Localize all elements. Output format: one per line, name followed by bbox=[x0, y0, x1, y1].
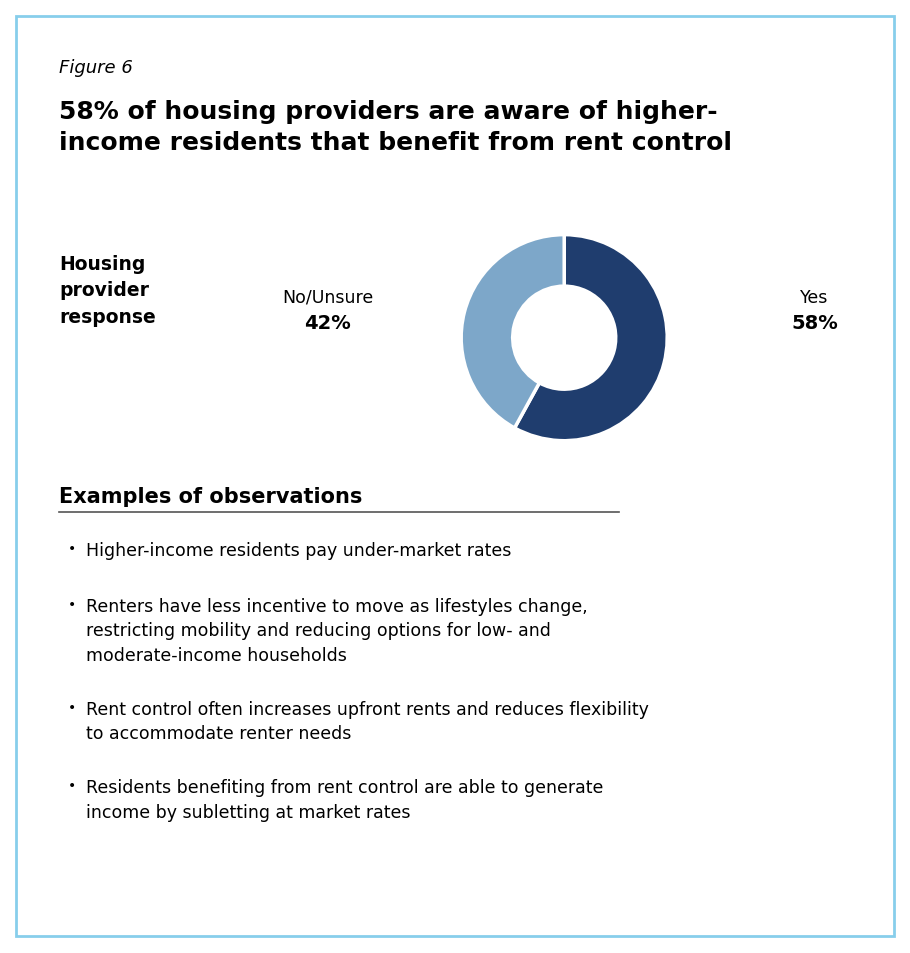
Text: Renters have less incentive to move as lifestyles change,
restricting mobility a: Renters have less incentive to move as l… bbox=[86, 598, 588, 664]
Wedge shape bbox=[461, 235, 564, 429]
Text: 42%: 42% bbox=[304, 314, 351, 333]
Text: •: • bbox=[68, 779, 76, 793]
Text: Higher-income residents pay under-market rates: Higher-income residents pay under-market… bbox=[86, 541, 511, 559]
Text: •: • bbox=[68, 598, 76, 612]
Text: •: • bbox=[68, 700, 76, 715]
Text: Yes: Yes bbox=[800, 289, 829, 306]
Text: Rent control often increases upfront rents and reduces flexibility
to accommodat: Rent control often increases upfront ren… bbox=[86, 700, 650, 742]
Text: Examples of observations: Examples of observations bbox=[59, 486, 362, 506]
Text: No/Unsure: No/Unsure bbox=[282, 289, 373, 306]
Text: •: • bbox=[68, 541, 76, 556]
Text: 58% of housing providers are aware of higher-
income residents that benefit from: 58% of housing providers are aware of hi… bbox=[59, 100, 733, 154]
Text: 58%: 58% bbox=[791, 314, 838, 333]
Text: Housing
provider
response: Housing provider response bbox=[59, 254, 156, 327]
Text: Residents benefiting from rent control are able to generate
income by subletting: Residents benefiting from rent control a… bbox=[86, 779, 604, 821]
Wedge shape bbox=[514, 235, 667, 441]
Text: Figure 6: Figure 6 bbox=[59, 59, 133, 77]
